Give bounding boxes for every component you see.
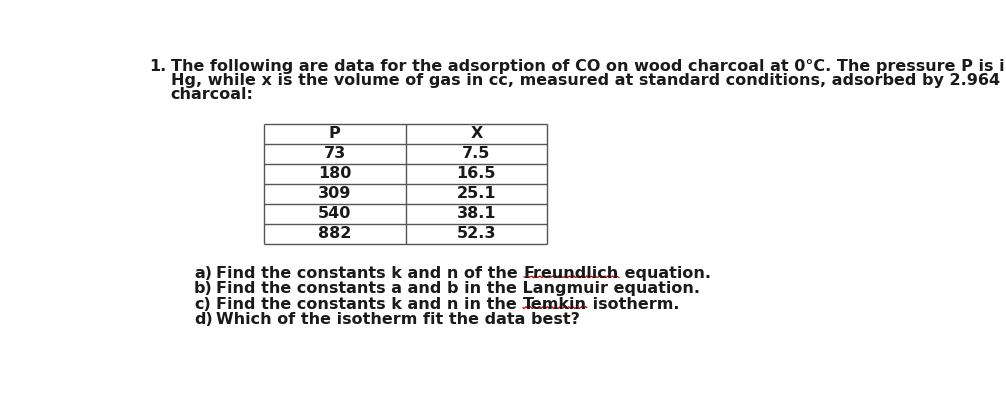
Text: equation.: equation. xyxy=(619,266,711,281)
Text: c): c) xyxy=(194,297,210,312)
Text: d): d) xyxy=(194,312,212,327)
Text: 73: 73 xyxy=(324,146,346,161)
Text: 180: 180 xyxy=(318,166,351,181)
Text: X: X xyxy=(470,126,483,141)
Text: 25.1: 25.1 xyxy=(457,186,496,201)
Text: Find the constants k and n in the: Find the constants k and n in the xyxy=(216,297,523,312)
Text: 882: 882 xyxy=(318,226,351,241)
Text: Temkin: Temkin xyxy=(523,297,586,312)
Text: Hg, while x is the volume of gas in cc, measured at standard conditions, adsorbe: Hg, while x is the volume of gas in cc, … xyxy=(171,73,1006,88)
Text: P: P xyxy=(329,126,340,141)
Text: b): b) xyxy=(194,282,212,296)
Text: Find the constants k and n of the: Find the constants k and n of the xyxy=(216,266,524,281)
Text: 1.: 1. xyxy=(149,59,166,74)
Text: 7.5: 7.5 xyxy=(462,146,491,161)
Text: a): a) xyxy=(194,266,212,281)
Text: 16.5: 16.5 xyxy=(457,166,496,181)
Text: 38.1: 38.1 xyxy=(457,206,496,221)
Text: Find the constants a and b in the Langmuir equation.: Find the constants a and b in the Langmu… xyxy=(216,282,700,296)
Text: 309: 309 xyxy=(318,186,351,201)
Text: isotherm.: isotherm. xyxy=(586,297,679,312)
Text: Freundlich: Freundlich xyxy=(524,266,619,281)
Text: Which of the isotherm fit the data best?: Which of the isotherm fit the data best? xyxy=(216,312,580,327)
Text: The following are data for the adsorption of CO on wood charcoal at 0°C. The pre: The following are data for the adsorptio… xyxy=(171,59,1006,74)
Text: 52.3: 52.3 xyxy=(457,226,496,241)
Text: 540: 540 xyxy=(318,206,351,221)
Text: charcoal:: charcoal: xyxy=(171,87,254,101)
